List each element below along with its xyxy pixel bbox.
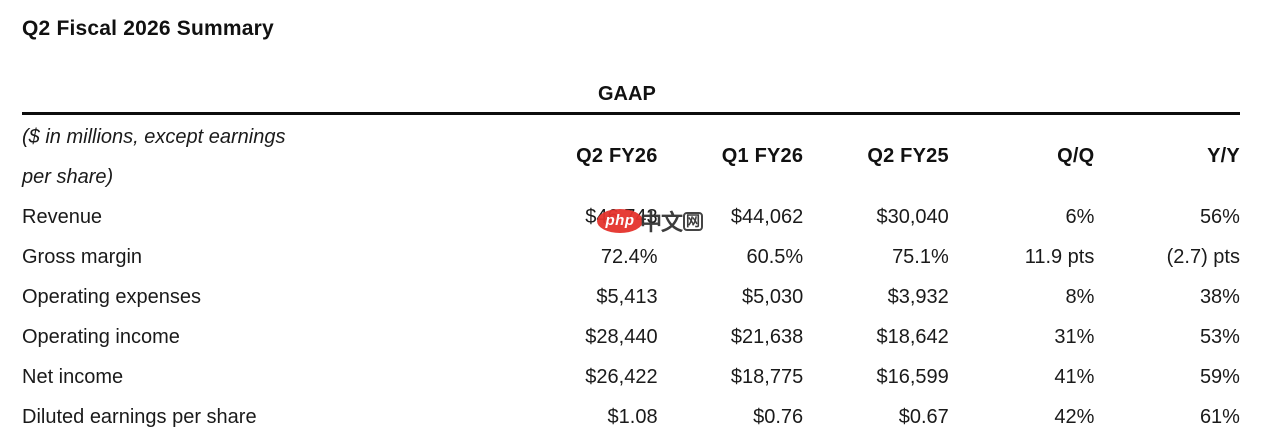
row-value: 75.1% [892,245,949,268]
row-value: $28,440 [585,325,658,348]
row-value: $5,413 [596,285,658,308]
row-value: $18,775 [730,365,804,388]
row-label: Operating expenses [22,285,202,308]
table-top-rule [22,112,1240,115]
row-value: 41% [1054,365,1095,388]
row-value: $16,599 [876,365,949,388]
row-value: 31% [1054,325,1095,348]
table-row: Operating expenses $5,413 $5,030 $3,932 … [22,277,1240,317]
column-header-q1-fy26: Q1 FY26 [721,144,804,167]
row-label: Diluted earnings per share [22,405,257,428]
table-body: Revenue $46,743 $44,062 $30,040 6% 56% G… [22,197,1240,437]
row-value: (2.7) pts [1166,245,1240,268]
php-logo-badge: php [597,209,643,233]
row-value: 42% [1054,405,1095,428]
column-header-q-q: Q/Q [1057,144,1095,167]
units-note-line1: ($ in millions, except earnings [22,126,286,148]
row-value: $0.76 [753,405,804,428]
units-note: ($ in millions, except earnings per shar… [22,115,512,197]
table-row: Gross margin 72.4% 60.5% 75.1% 11.9 pts … [22,237,1240,277]
row-value: $3,932 [887,285,949,308]
row-value: 8% [1065,285,1095,308]
summary-table: GAAP ($ in millions, except earnings per… [22,80,1240,437]
table-row: Net income $26,422 $18,775 $16,599 41% 5… [22,357,1240,397]
gaap-group-header: GAAP [598,83,656,105]
row-value: $44,062 [730,205,804,228]
table-row: Operating income $28,440 $21,638 $18,642… [22,317,1240,357]
row-value: 61% [1199,405,1240,428]
row-value: 38% [1199,285,1240,308]
row-value: 6% [1065,205,1095,228]
watermark-cjk-text: 中文 [640,210,683,235]
watermark: php 中文 网 [597,205,704,237]
row-label: Net income [22,365,124,388]
table-group-header-row: GAAP [22,80,1240,112]
column-header-q2-fy25: Q2 FY25 [867,144,949,167]
table-header-row: ($ in millions, except earnings per shar… [22,115,1240,197]
column-header-q2-fy26: Q2 FY26 [576,144,658,167]
row-value: 11.9 pts [1024,245,1095,268]
row-value: 56% [1199,205,1240,228]
table-row: Diluted earnings per share $1.08 $0.76 $… [22,397,1240,437]
row-value: $26,422 [585,365,658,388]
row-label: Revenue [22,205,103,228]
page-title: Q2 Fiscal 2026 Summary [22,17,274,40]
row-value: 60.5% [746,245,804,268]
row-label: Gross margin [22,245,143,268]
row-value: $30,040 [876,205,949,228]
row-value: $5,030 [742,285,804,308]
row-value: 59% [1199,365,1240,388]
row-value: $1.08 [607,405,658,428]
column-header-y-y: Y/Y [1207,144,1240,167]
row-value: $0.67 [898,405,949,428]
watermark-boxed-char: 网 [683,211,704,231]
row-value: $18,642 [876,325,949,348]
units-note-line2: per share) [22,166,114,188]
row-label: Operating income [22,325,180,348]
row-value: 72.4% [600,245,658,268]
row-value: $21,638 [730,325,804,348]
row-value: 53% [1199,325,1240,348]
